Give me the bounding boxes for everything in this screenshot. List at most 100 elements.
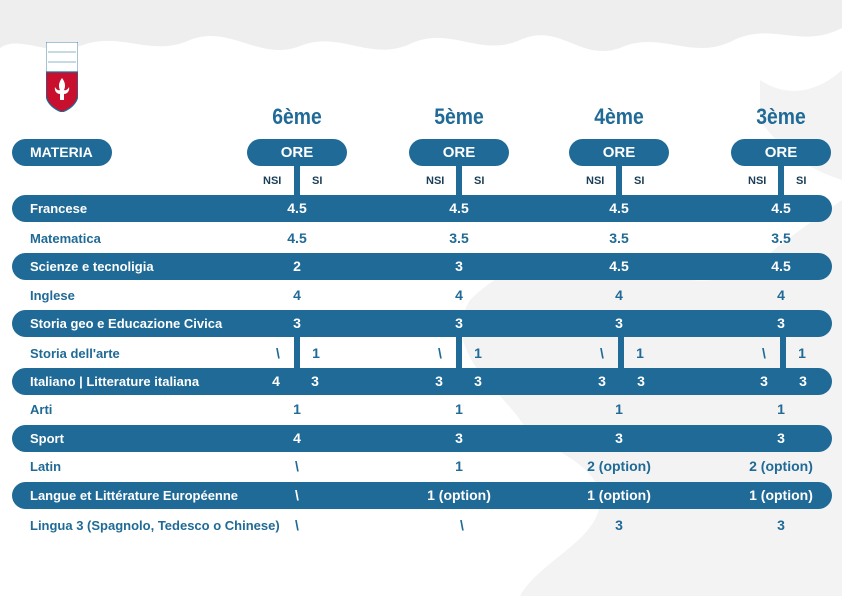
si-value: 1 (312, 345, 320, 361)
hours-value: 4.5 (609, 200, 629, 216)
table-row-francese: Francese 4.5 4.5 4.5 4.5 (12, 195, 832, 222)
year-label-6eme: 6ème (272, 104, 322, 129)
hours-value: 3.5 (449, 230, 469, 246)
si-value: 1 (474, 345, 482, 361)
hours-value: 4 (615, 287, 623, 303)
hours-value: 3 (615, 315, 623, 331)
hours-value: 3 (455, 315, 463, 331)
table-row-scienze: Scienze e tecnoligia 2 3 4.5 4.5 (12, 253, 832, 280)
hours-value: 3 (615, 517, 623, 533)
hours-value: 3 (455, 430, 463, 446)
hours-value: 2 (293, 258, 301, 274)
table-row-storia-arte: Storia dell'arte \ 1 \ 1 \ 1 \ 1 (12, 336, 832, 371)
hours-value: 4.5 (771, 258, 791, 274)
si-value: 3 (637, 373, 645, 389)
ore-header-4eme: ORE (569, 139, 669, 166)
subject-label: Italiano | Litterature italiana (30, 374, 200, 389)
table-row-matematica: Matematica 4.5 3.5 3.5 3.5 (12, 225, 832, 252)
year-label-3eme: 3ème (756, 104, 806, 129)
ore-header-5eme: ORE (409, 139, 509, 166)
header-divider (456, 166, 462, 196)
column-divider (780, 336, 786, 371)
nsi-value: \ (600, 345, 604, 361)
hours-value: 3.5 (609, 230, 629, 246)
table-row-langue-europeenne: Langue et Littérature Européenne \ 1 (op… (12, 482, 832, 509)
subject-label: Sport (30, 431, 64, 446)
nsi-label: NSI (748, 175, 767, 187)
hours-value: 3 (777, 517, 785, 533)
subject-label: Langue et Littérature Européenne (30, 488, 239, 503)
subject-label: Scienze e tecnoligia (30, 259, 154, 274)
materia-header: MATERIA (12, 139, 112, 166)
hours-value: 3 (455, 258, 463, 274)
hours-value: 1 (option) (749, 487, 813, 503)
nsi-value: 4 (272, 373, 280, 389)
hours-value: 2 (option) (587, 458, 651, 474)
si-label: SI (474, 175, 485, 187)
si-value: 3 (474, 373, 482, 389)
table-row-lingua-3: Lingua 3 (Spagnolo, Tedesco o Chinese) \… (12, 512, 832, 539)
nsi-value: \ (438, 345, 442, 361)
table-row-latin: Latin \ 1 2 (option) 2 (option) (12, 453, 832, 480)
header-divider (616, 166, 622, 196)
header-divider (778, 166, 784, 196)
hours-value: 1 (option) (427, 487, 491, 503)
nsi-value: \ (762, 345, 766, 361)
nsi-label: NSI (426, 175, 445, 187)
table-row-storia-geo: Storia geo e Educazione Civica 3 3 3 3 (12, 310, 832, 337)
nsi-value: 3 (435, 373, 443, 389)
hours-value: 4 (293, 430, 301, 446)
hours-value: 1 (615, 401, 623, 417)
hours-value: 3 (777, 430, 785, 446)
subject-label: Arti (30, 402, 53, 417)
school-logo (46, 42, 78, 112)
si-value: 3 (799, 373, 807, 389)
hours-value: \ (460, 517, 464, 533)
subject-label: Latin (30, 459, 62, 474)
hours-value: 4 (777, 287, 785, 303)
si-label: SI (634, 175, 645, 187)
hours-value: 1 (455, 401, 463, 417)
hours-value: 4 (293, 287, 301, 303)
table-row-inglese: Inglese 4 4 4 4 (12, 282, 832, 309)
ore-header-6eme: ORE (247, 139, 347, 166)
table-row-italiano: Italiano | Litterature italiana 4 3 3 3 … (12, 368, 832, 395)
hours-value: 3 (777, 315, 785, 331)
subject-label: Inglese (30, 288, 75, 303)
hours-value: 4.5 (609, 258, 629, 274)
table-row-sport: Sport 4 3 3 3 (12, 425, 832, 452)
hours-value: 1 (option) (587, 487, 651, 503)
column-divider (456, 336, 462, 371)
si-label: SI (312, 175, 323, 187)
si-label: SI (796, 175, 807, 187)
subject-label: Storia dell'arte (30, 346, 120, 361)
hours-value: 3 (293, 315, 301, 331)
hours-value: \ (295, 487, 299, 503)
si-value: 3 (311, 373, 319, 389)
hours-value: \ (295, 458, 299, 474)
si-value: 1 (636, 345, 644, 361)
hours-value: 1 (777, 401, 785, 417)
nsi-value: 3 (760, 373, 768, 389)
hours-value: 4.5 (771, 200, 791, 216)
hours-value: 2 (option) (749, 458, 813, 474)
subject-label: Matematica (30, 231, 101, 246)
column-divider (618, 336, 624, 371)
subject-label: Francese (30, 201, 88, 216)
hours-value: 4.5 (287, 230, 307, 246)
year-label-5eme: 5ème (434, 104, 484, 129)
hours-value: 4.5 (287, 200, 307, 216)
hours-value: 1 (455, 458, 463, 474)
nsi-label: NSI (586, 175, 605, 187)
hours-value: \ (295, 517, 299, 533)
hours-value: 4.5 (449, 200, 469, 216)
nsi-label: NSI (263, 175, 282, 187)
ore-header-3eme: ORE (731, 139, 831, 166)
subject-label: Storia geo e Educazione Civica (30, 316, 223, 331)
nsi-value: \ (276, 345, 280, 361)
nsi-value: 3 (598, 373, 606, 389)
subject-label: Lingua 3 (Spagnolo, Tedesco o Chinese) (30, 518, 280, 533)
hours-value: 4 (455, 287, 463, 303)
header-divider (294, 166, 300, 196)
hours-value: 3 (615, 430, 623, 446)
